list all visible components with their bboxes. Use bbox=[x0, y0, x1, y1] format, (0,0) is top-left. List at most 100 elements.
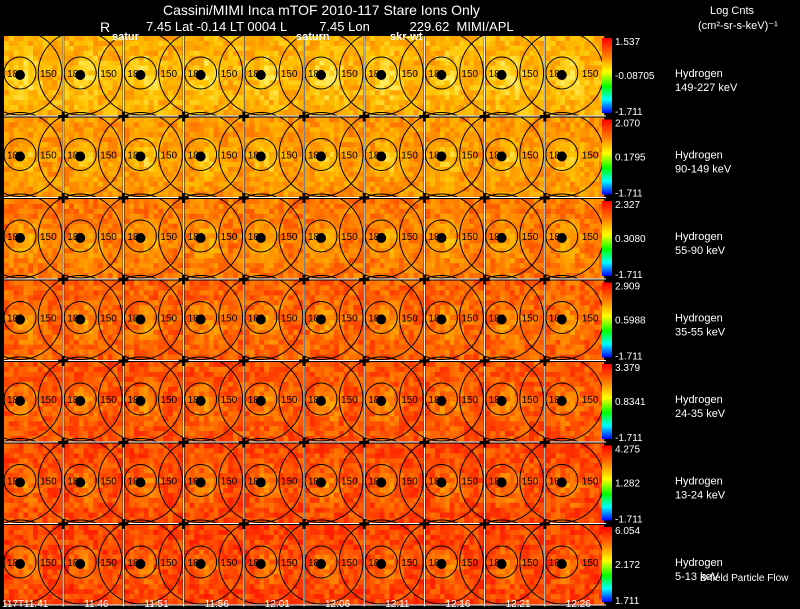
image-pixel bbox=[454, 117, 460, 123]
image-pixel bbox=[88, 117, 94, 123]
image-pixel bbox=[358, 100, 364, 106]
image-pixel bbox=[163, 273, 169, 279]
image-pixel bbox=[172, 60, 178, 66]
image-pixel bbox=[473, 90, 479, 96]
image-pixel bbox=[167, 268, 174, 274]
image-pixel bbox=[93, 36, 99, 42]
image-pixel bbox=[490, 186, 496, 192]
image-pixel bbox=[13, 65, 19, 71]
image-pixel bbox=[237, 60, 243, 66]
image-pixel bbox=[334, 208, 340, 215]
image-pixel bbox=[589, 171, 595, 178]
image-pixel bbox=[288, 191, 294, 197]
image-pixel bbox=[533, 60, 540, 66]
image-pixel bbox=[158, 127, 164, 133]
image-pixel bbox=[148, 213, 154, 220]
image-pixel bbox=[37, 95, 43, 101]
image-pixel bbox=[42, 122, 48, 128]
image-pixel bbox=[194, 203, 200, 210]
image-pixel bbox=[550, 171, 556, 178]
image-pixel bbox=[259, 85, 265, 91]
image-pixel bbox=[223, 248, 229, 254]
image-pixel bbox=[117, 65, 123, 71]
image-pixel bbox=[138, 55, 145, 62]
image-pixel bbox=[8, 45, 14, 52]
image-pixel bbox=[124, 105, 130, 111]
image-pixel bbox=[464, 85, 470, 91]
image-pixel bbox=[107, 218, 113, 225]
image-pixel bbox=[389, 127, 395, 133]
ring-label-150: 150 bbox=[582, 69, 599, 80]
image-pixel bbox=[454, 40, 460, 47]
image-pixel bbox=[167, 199, 174, 205]
image-pixel bbox=[570, 70, 576, 76]
image-pixel bbox=[102, 110, 109, 116]
image-pixel bbox=[408, 55, 414, 62]
image-pixel bbox=[37, 181, 43, 187]
image-pixel bbox=[348, 199, 354, 205]
image-pixel bbox=[88, 36, 94, 42]
image-pixel bbox=[343, 100, 349, 106]
image-pixel bbox=[273, 45, 279, 52]
image-pixel bbox=[560, 105, 566, 111]
image-pixel bbox=[4, 268, 10, 274]
image-pixel bbox=[88, 181, 94, 187]
image-pixel bbox=[365, 105, 371, 111]
image-pixel bbox=[138, 132, 145, 138]
image-pixel bbox=[249, 208, 255, 215]
image-pixel bbox=[143, 36, 149, 42]
image-pixel bbox=[228, 218, 234, 225]
image-pixel bbox=[589, 166, 595, 173]
image-pixel bbox=[550, 127, 556, 133]
image-pixel bbox=[293, 248, 299, 254]
image-pixel bbox=[570, 171, 576, 178]
image-pixel bbox=[134, 161, 140, 168]
image-pixel bbox=[52, 100, 58, 106]
image-pixel bbox=[550, 45, 556, 52]
image-pixel bbox=[117, 90, 123, 96]
image-pixel bbox=[64, 50, 70, 57]
image-pixel bbox=[83, 171, 89, 178]
image-pixel bbox=[102, 243, 109, 249]
image-pixel bbox=[403, 90, 410, 96]
image-pixel bbox=[57, 176, 63, 183]
image-pixel bbox=[8, 171, 14, 178]
image-pixel bbox=[93, 110, 99, 116]
image-pixel bbox=[4, 45, 10, 52]
ring-label-150: 150 bbox=[40, 69, 57, 80]
image-pixel bbox=[478, 90, 484, 96]
image-pixel bbox=[213, 263, 219, 269]
image-pixel bbox=[93, 268, 99, 274]
image-pixel bbox=[570, 40, 576, 47]
image-pixel bbox=[184, 199, 190, 205]
image-pixel bbox=[500, 40, 506, 47]
image-pixel bbox=[418, 50, 424, 57]
image-pixel bbox=[88, 100, 94, 106]
image-pixel bbox=[365, 171, 371, 178]
image-pixel bbox=[254, 132, 260, 138]
image-pixel bbox=[329, 152, 335, 158]
image-pixel bbox=[83, 65, 89, 71]
image-pixel bbox=[514, 105, 520, 111]
image-pixel bbox=[353, 191, 359, 197]
image-pixel bbox=[232, 122, 239, 128]
image-pixel bbox=[143, 90, 149, 96]
image-pixel bbox=[273, 253, 279, 259]
image-pixel bbox=[394, 117, 400, 123]
image-pixel bbox=[560, 161, 566, 168]
image-pixel bbox=[319, 40, 325, 47]
image-pixel bbox=[194, 80, 200, 86]
image-pixel bbox=[473, 122, 479, 128]
image-pixel bbox=[93, 176, 99, 183]
image-pixel bbox=[278, 75, 284, 81]
image-pixel bbox=[93, 85, 99, 91]
image-pixel bbox=[288, 75, 294, 81]
image-pixel bbox=[464, 105, 470, 111]
image-pixel bbox=[33, 36, 39, 42]
image-pixel bbox=[560, 142, 566, 148]
image-pixel bbox=[28, 258, 34, 264]
image-pixel bbox=[208, 117, 214, 123]
image-pixel bbox=[218, 65, 224, 71]
image-pixel bbox=[208, 228, 214, 234]
image-pixel bbox=[98, 70, 104, 76]
